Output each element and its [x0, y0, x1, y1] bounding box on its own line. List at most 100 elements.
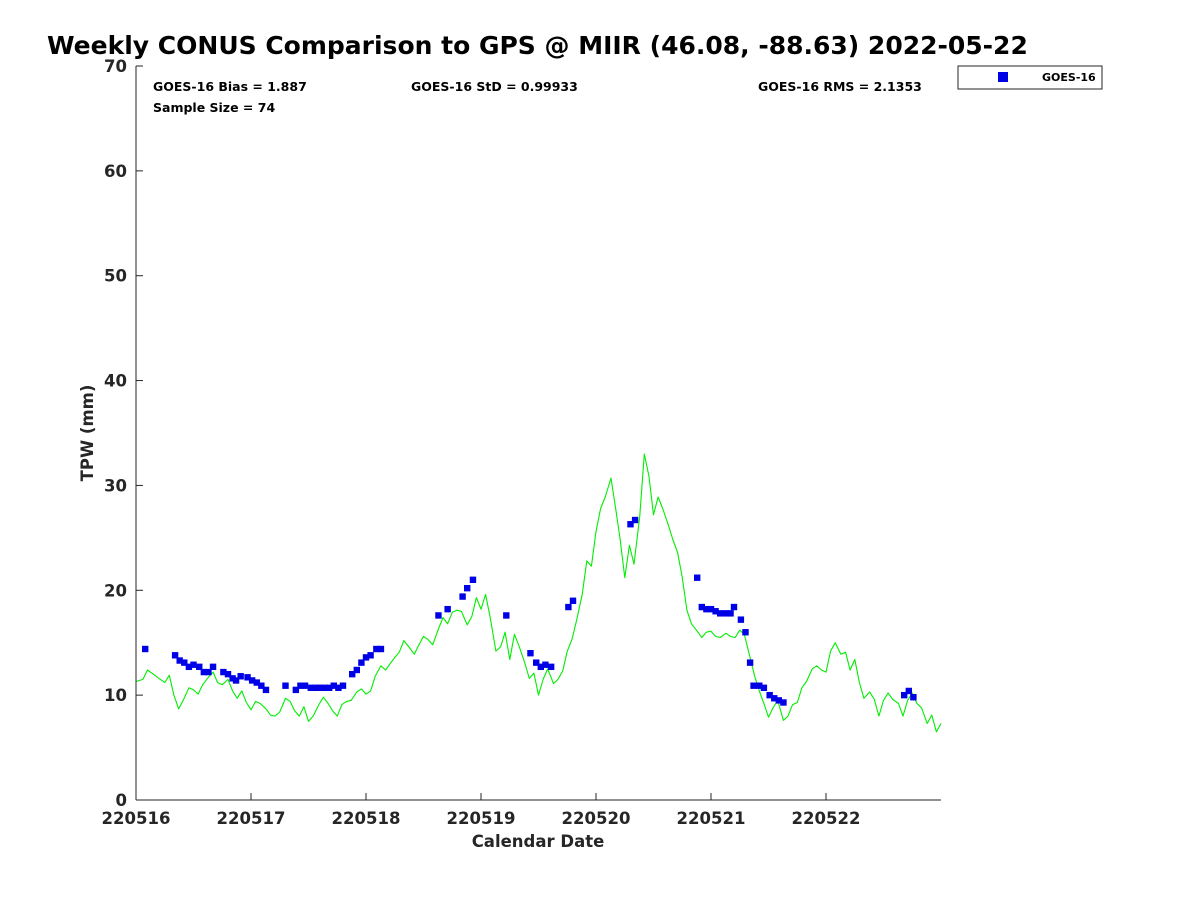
goes-16-point — [459, 593, 466, 600]
goes-16-point — [537, 663, 544, 671]
goes-16-point — [258, 682, 265, 689]
legend-marker-goes-16 — [998, 72, 1008, 82]
goes-16-point — [780, 699, 787, 706]
goes-16-point — [253, 679, 260, 686]
goes-16-point — [335, 684, 342, 692]
y-tick-label: 20 — [104, 581, 127, 600]
goes-16-point — [190, 661, 197, 668]
goes-16-point — [766, 691, 773, 699]
goes-16-point — [362, 654, 370, 661]
chart-title: Weekly CONUS Comparison to GPS @ MIIR (4… — [47, 31, 1028, 60]
gps-series — [135, 453, 942, 733]
goes-16-point — [292, 686, 300, 694]
x-axis-label: Calendar Date — [472, 832, 605, 851]
bias-stat: GOES-16 Bias = 1.887 — [153, 79, 307, 94]
goes-16-point — [698, 603, 705, 611]
sample-size-stat: Sample Size = 74 — [153, 100, 275, 115]
goes-16-point — [326, 684, 333, 692]
goes-16-point — [232, 677, 240, 684]
goes-16-point — [722, 610, 730, 617]
legend: GOES-16 — [957, 65, 1103, 90]
goes-16-point — [220, 668, 227, 676]
goes-16-point — [262, 686, 270, 694]
goes-16-point — [229, 675, 236, 682]
goes-16-point — [742, 629, 749, 636]
goes-16-point — [717, 610, 724, 617]
x-tick-label: 220518 — [332, 809, 401, 828]
rms-stat: GOES-16 RMS = 2.1353 — [758, 79, 922, 94]
goes-16-point — [353, 666, 360, 674]
goes-16-point — [527, 650, 534, 657]
goes-16-point — [737, 616, 745, 623]
goes-16-point — [176, 657, 183, 664]
goes-16-point — [196, 663, 203, 671]
goes-16-point — [727, 610, 734, 617]
goes-16-point — [185, 663, 193, 671]
goes-16-point — [631, 516, 639, 524]
goes-16-point — [316, 684, 324, 692]
goes-16-point — [307, 684, 314, 692]
x-tick-label: 220522 — [792, 809, 861, 828]
goes-16-point — [444, 605, 451, 613]
goes-16-point — [707, 605, 715, 613]
x-tick-label: 220519 — [447, 809, 516, 828]
goes-16-point — [760, 684, 768, 692]
goes-16-point — [373, 645, 380, 653]
legend-box — [957, 65, 1103, 90]
goes-16-point — [244, 674, 251, 681]
y-axis-ticks: 0 10 20 30 40 50 60 70 — [104, 57, 143, 810]
goes-16-point — [756, 682, 763, 689]
goes-16-point — [547, 663, 555, 671]
y-tick-label: 70 — [104, 57, 127, 76]
y-tick-label: 60 — [104, 162, 127, 181]
goes-16-point — [503, 612, 510, 619]
legend-label-goes-16: GOES-16 — [1042, 71, 1096, 84]
goes-16-point — [297, 682, 304, 689]
x-tick-label: 220520 — [562, 809, 631, 828]
goes-16-point — [349, 670, 356, 678]
goes-16-point — [367, 652, 374, 659]
goes-16-point — [775, 697, 783, 704]
goes-16-point — [205, 668, 212, 676]
goes-16-point — [627, 521, 634, 528]
goes-16-point — [905, 687, 912, 695]
goes-16-point — [200, 668, 208, 676]
y-tick-label: 0 — [116, 791, 127, 810]
goes-16-point — [358, 659, 365, 666]
goes-16-point — [750, 682, 757, 689]
goes-16-point — [181, 659, 188, 666]
goes-16-point — [730, 603, 738, 611]
goes-16-point — [542, 661, 549, 668]
plot-area: 0 10 20 30 40 50 60 70 220516 220517 220518 220519… — [102, 57, 942, 828]
goes-16-point — [771, 695, 778, 702]
gps-line — [135, 453, 942, 733]
y-tick-label: 40 — [104, 372, 127, 391]
goes-16-point — [435, 612, 442, 619]
goes-16-point — [712, 608, 719, 615]
goes-16-point — [694, 574, 701, 581]
y-axis-label: TPW (mm) — [78, 385, 97, 482]
goes-16-point — [901, 691, 908, 699]
goes-16-point — [312, 684, 319, 692]
goes-16-point — [301, 682, 309, 689]
goes-16-point — [209, 663, 217, 671]
x-tick-label: 220516 — [102, 809, 171, 828]
x-tick-label: 220517 — [217, 809, 286, 828]
goes-16-point — [464, 584, 471, 592]
y-tick-label: 10 — [104, 686, 127, 705]
goes-16-point — [282, 682, 289, 689]
goes-16-point — [703, 605, 710, 613]
goes-16-point — [237, 673, 244, 680]
goes-16-point — [330, 682, 337, 689]
goes-16-point — [533, 659, 540, 666]
std-stat: GOES-16 StD = 0.99933 — [411, 79, 578, 94]
x-axis-ticks: 220516 220517 220518 220519 220520 220521 2205… — [102, 793, 861, 828]
goes-16-point — [569, 597, 577, 604]
goes-16-point — [142, 645, 149, 653]
x-tick-label: 220521 — [677, 809, 746, 828]
goes-16-point — [377, 645, 385, 653]
goes-16-point — [910, 694, 917, 701]
y-tick-label: 30 — [104, 476, 127, 495]
y-tick-label: 50 — [104, 267, 127, 286]
